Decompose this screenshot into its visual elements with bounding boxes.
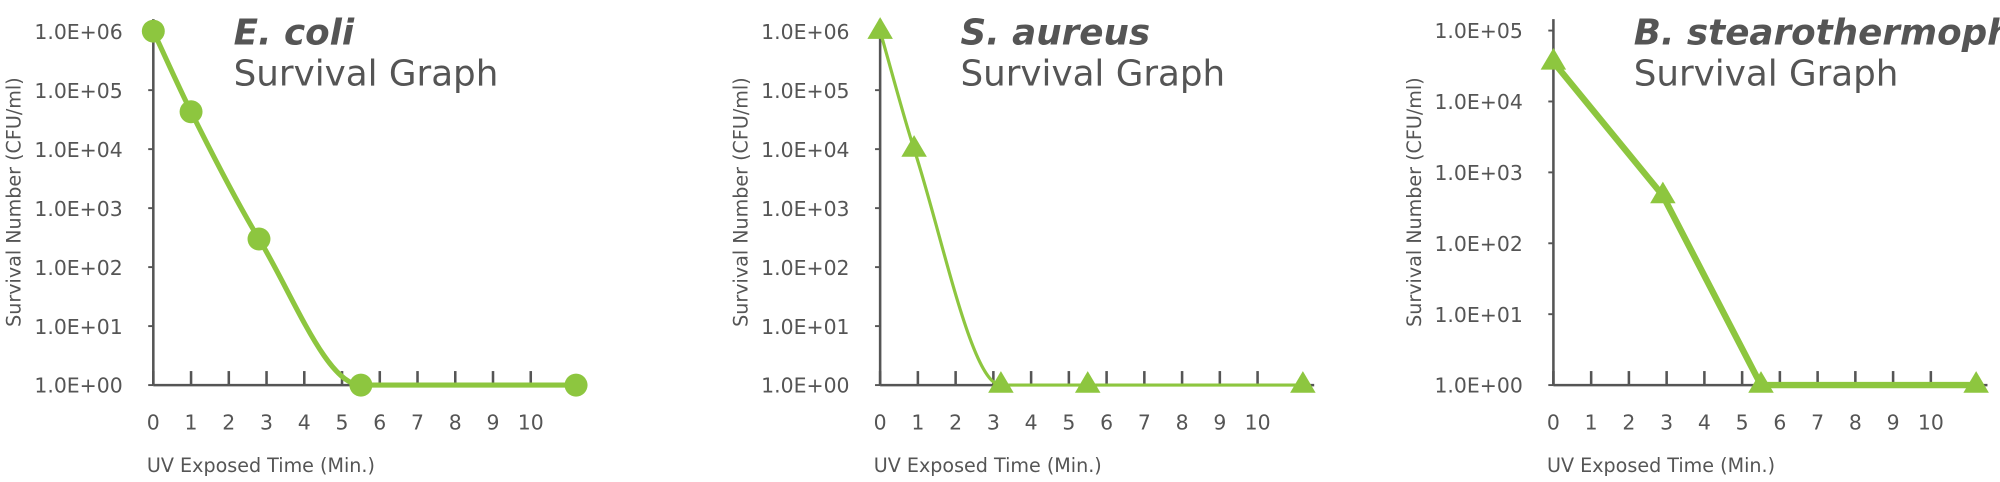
x-tick-label: 9 xyxy=(487,411,500,435)
chart-panel: B. stearothermophilusSurvival Graph UV Ex… xyxy=(1403,13,2000,477)
x-tick-label: 0 xyxy=(147,411,160,435)
data-line xyxy=(1550,60,1977,389)
chart-subtitle: Survival Graph xyxy=(1634,53,1899,94)
y-tick-label: 1.0E+04 xyxy=(34,138,122,162)
y-tick-label: 1.0E+05 xyxy=(34,79,122,103)
chart-subtitle: Survival Graph xyxy=(960,53,1225,94)
y-tick-label: 1.0E+04 xyxy=(1434,90,1522,114)
y-tick-label: 1.0E+05 xyxy=(761,79,849,103)
x-tick-label: 7 xyxy=(1811,411,1824,435)
data-point xyxy=(867,17,893,39)
chart-title: S. aureus xyxy=(960,13,1150,54)
x-tick-label: 7 xyxy=(1138,411,1151,435)
y-axis-title: Survival Number (CFU/ml) xyxy=(1403,77,1426,327)
x-tick-label: 9 xyxy=(1213,411,1226,435)
x-tick-label: 8 xyxy=(1849,411,1862,435)
data-point xyxy=(1290,371,1316,393)
y-tick-label: 1.0E+04 xyxy=(761,138,849,162)
x-tick-label: 6 xyxy=(1100,411,1113,435)
y-axis-title: Survival Number (CFU/ml) xyxy=(3,77,26,327)
data-point xyxy=(1963,371,1989,393)
y-tick-label: 1.0E+02 xyxy=(1434,232,1522,256)
y-tick-label: 1.0E+03 xyxy=(34,197,122,221)
x-tick-label: 9 xyxy=(1887,411,1900,435)
x-tick-label: 8 xyxy=(449,411,462,435)
x-tick-label: 5 xyxy=(1736,411,1749,435)
x-axis-title: UV Exposed Time (Min.) xyxy=(147,454,375,477)
x-tick-label: 5 xyxy=(1062,411,1075,435)
y-tick-label: 1.0E+01 xyxy=(761,315,849,339)
y-tick-label: 1.0E+02 xyxy=(761,256,849,280)
x-tick-label: 4 xyxy=(1025,411,1038,435)
data-point xyxy=(247,227,271,251)
x-tick-label: 2 xyxy=(949,411,962,435)
x-tick-label: 0 xyxy=(874,411,887,435)
chart-title: E. coli xyxy=(234,13,355,54)
x-tick-label: 0 xyxy=(1547,411,1560,435)
x-tick-label: 4 xyxy=(298,411,311,435)
data-point xyxy=(1074,371,1101,393)
data-point xyxy=(564,373,588,397)
x-tick-label: 6 xyxy=(1773,411,1786,435)
x-tick-label: 7 xyxy=(411,411,424,435)
y-tick-label: 1.0E+06 xyxy=(761,20,849,44)
x-tick-label: 3 xyxy=(1660,411,1673,435)
chart-title: B. stearothermophilus xyxy=(1634,13,2000,54)
y-tick-label: 1.0E+01 xyxy=(34,315,122,339)
y-tick-label: 1.0E+06 xyxy=(34,20,122,44)
y-tick-label: 1.0E+00 xyxy=(1434,374,1522,398)
x-tick-label: 6 xyxy=(373,411,386,435)
x-tick-label: 2 xyxy=(222,411,235,435)
x-tick-label: 4 xyxy=(1698,411,1711,435)
data-point xyxy=(141,19,165,43)
y-tick-label: 1.0E+05 xyxy=(1434,19,1522,43)
x-axis-title: UV Exposed Time (Min.) xyxy=(874,454,1102,477)
data-point xyxy=(179,100,203,124)
x-tick-label: 10 xyxy=(518,411,544,435)
y-tick-label: 1.0E+02 xyxy=(34,256,122,280)
y-tick-label: 1.0E+03 xyxy=(761,197,849,221)
y-tick-label: 1.0E+00 xyxy=(761,374,849,398)
data-point xyxy=(1650,181,1676,204)
data-point xyxy=(1540,48,1567,70)
x-tick-label: 5 xyxy=(336,411,349,435)
chart-subtitle: Survival Graph xyxy=(234,53,499,94)
y-axis-title: Survival Number (CFU/ml) xyxy=(730,77,753,327)
y-tick-label: 1.0E+00 xyxy=(34,374,122,398)
x-axis-title: UV Exposed Time (Min.) xyxy=(1547,454,1775,477)
x-tick-label: 1 xyxy=(185,411,198,435)
data-point xyxy=(349,373,373,397)
x-tick-label: 2 xyxy=(1622,411,1635,435)
y-tick-label: 1.0E+01 xyxy=(1434,303,1522,327)
data-point xyxy=(1748,371,1774,393)
x-tick-label: 3 xyxy=(260,411,273,435)
x-tick-label: 1 xyxy=(911,411,924,435)
x-tick-label: 8 xyxy=(1176,411,1189,435)
x-tick-label: 1 xyxy=(1585,411,1598,435)
data-point xyxy=(988,371,1014,393)
x-tick-label: 3 xyxy=(987,411,1000,435)
x-tick-label: 10 xyxy=(1245,411,1271,435)
y-tick-label: 1.0E+03 xyxy=(1434,161,1522,185)
data-point xyxy=(901,135,927,157)
x-tick-label: 10 xyxy=(1918,411,1944,435)
